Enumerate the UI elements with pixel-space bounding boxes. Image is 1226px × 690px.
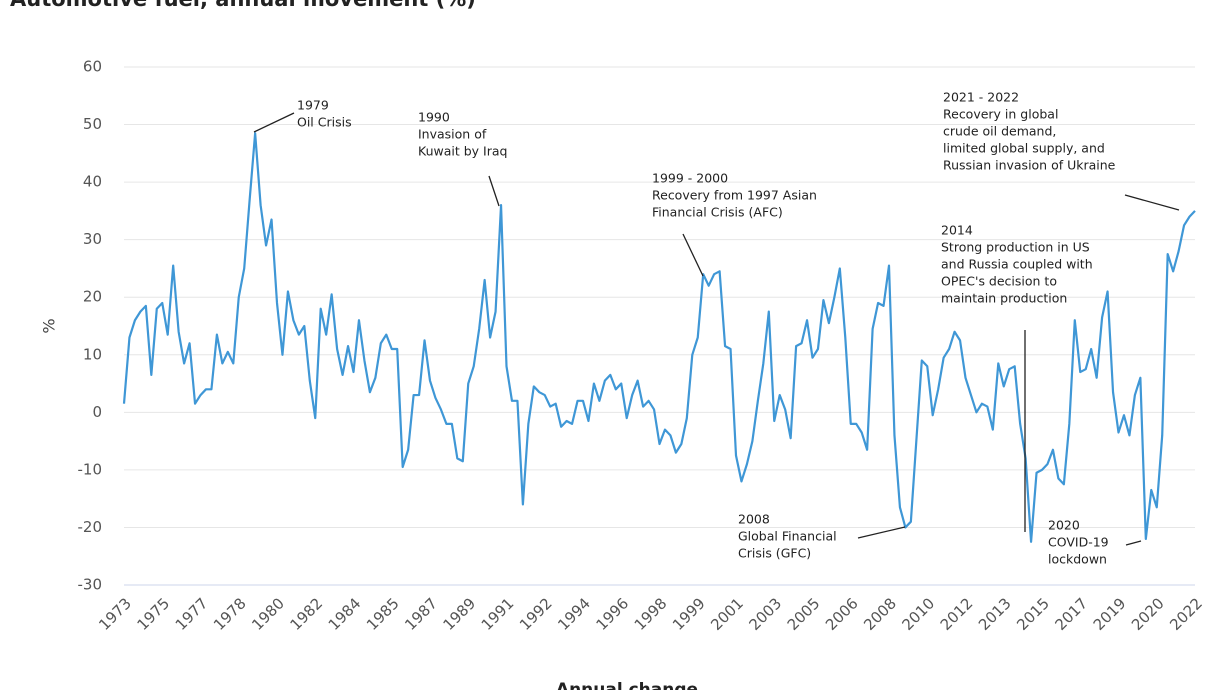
annotation-text: 2008	[738, 512, 770, 527]
x-tick-label: 1975	[134, 594, 174, 634]
annotation-text: Global Financial	[738, 529, 837, 544]
y-tick-label: 0	[92, 403, 102, 421]
annotation-text: Invasion of	[418, 127, 487, 142]
x-tick-label: 1982	[287, 594, 327, 634]
annotation-text: 1990	[418, 110, 450, 125]
annotation-text: Recovery in global	[943, 107, 1058, 122]
y-tick-label: 60	[83, 58, 102, 76]
x-tick-label: 2001	[707, 594, 747, 634]
annotation-text: lockdown	[1048, 552, 1107, 567]
x-tick-label: 2012	[937, 594, 977, 634]
x-tick-label: 2015	[1013, 594, 1053, 634]
x-tick-label: 1985	[363, 594, 403, 634]
x-tick-label: 1998	[631, 594, 671, 634]
annotation-text: 2021 - 2022	[943, 90, 1019, 105]
annotation-text: Strong production in US	[941, 240, 1090, 255]
annotation-text: crude oil demand,	[943, 124, 1056, 139]
x-tick-label: 2019	[1090, 594, 1130, 634]
annotation-text: Recovery from 1997 Asian	[652, 188, 817, 203]
x-tick-label: 2017	[1052, 594, 1092, 634]
y-tick-label: 20	[83, 288, 102, 306]
y-axis-title: %	[40, 318, 59, 333]
x-tick-label: 1996	[593, 594, 633, 634]
x-tick-label: 1973	[95, 594, 135, 634]
annotation-text: 1999 - 2000	[652, 171, 728, 186]
annotation-text: limited global supply, and	[943, 141, 1105, 156]
x-tick-label: 1977	[172, 594, 212, 634]
x-tick-label: 2003	[746, 594, 786, 634]
annotation-text: maintain production	[941, 291, 1067, 306]
annotation-text: 2014	[941, 223, 973, 238]
annotation-text: Oil Crisis	[297, 115, 352, 130]
annotation-text: COVID-19	[1048, 535, 1109, 550]
x-tick-label: 1994	[554, 594, 594, 634]
y-tick-label: 40	[83, 173, 102, 191]
x-tick-label: 1989	[440, 594, 480, 634]
annotation-leader	[1125, 540, 1142, 546]
x-tick-label: 2005	[784, 594, 824, 634]
y-tick-label: 10	[83, 345, 102, 363]
annotation-text: 1979	[297, 98, 329, 113]
y-tick-label: -30	[78, 576, 103, 594]
x-tick-label: 2010	[899, 594, 939, 634]
annotation-text: Kuwait by Iraq	[418, 144, 507, 159]
annotation-leader	[253, 112, 295, 133]
annotation-leader	[488, 175, 500, 207]
y-tick-label: 30	[83, 230, 102, 248]
x-tick-label: 2013	[975, 594, 1015, 634]
x-tick-label: 2022	[1166, 594, 1206, 634]
x-tick-label: 1978	[210, 594, 250, 634]
y-tick-label: -20	[78, 518, 103, 536]
data-line	[122, 132, 1196, 543]
x-tick-label: 1992	[516, 594, 556, 634]
x-tick-label: 2008	[860, 594, 900, 634]
chart-title: Automotive fuel, annual movement (%)	[10, 0, 476, 11]
annotation-leader	[857, 526, 906, 539]
annotation-text: 2020	[1048, 518, 1080, 533]
x-tick-label: 1980	[248, 594, 288, 634]
x-tick-label: 1991	[478, 594, 518, 634]
annotation-text: and Russia coupled with	[941, 257, 1093, 272]
y-tick-label: 50	[83, 115, 102, 133]
annotation-leader	[1124, 194, 1180, 211]
x-tick-label: 1999	[669, 594, 709, 634]
x-tick-label: 2020	[1128, 594, 1168, 634]
y-tick-label: -10	[78, 460, 103, 478]
annotation-text: OPEC's decision to	[941, 274, 1057, 289]
x-tick-label: 1987	[401, 594, 441, 634]
x-tick-label: 1984	[325, 594, 365, 634]
annotation-leader	[682, 233, 704, 277]
annotation-text: Financial Crisis (AFC)	[652, 205, 783, 220]
annotation-text: Crisis (GFC)	[738, 546, 811, 561]
x-tick-label: 2006	[822, 594, 862, 634]
x-axis-title: Annual change	[556, 680, 698, 690]
annotation-text: Russian invasion of Ukraine	[943, 158, 1116, 173]
